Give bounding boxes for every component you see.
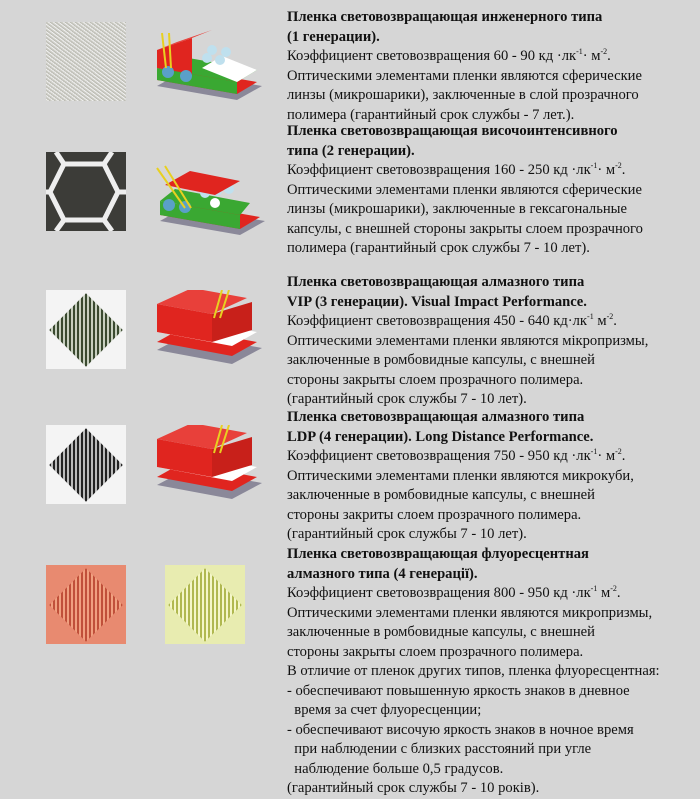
fluorescent-red-sample-image — [46, 565, 126, 644]
retroreflection-coefficient: Коэффициент световозвращения 160 - 250 к… — [287, 161, 626, 178]
microprism-diagram-vip — [157, 290, 262, 364]
body-line: стороны закрыты слоем прозрачного полиме… — [287, 643, 584, 660]
bullet-line: наблюдение больше 0,5 градусов. — [287, 760, 504, 777]
retroreflection-coefficient: Коэффициент световозвращения 450 - 640 к… — [287, 312, 617, 329]
ldp-description: Пленка световозвращающая алмазного типа … — [287, 408, 697, 545]
block-title: Пленка световозвращающая инженерного тип… — [287, 9, 603, 25]
retroreflection-coefficient: Коэффициент световозвращения 800 - 950 к… — [287, 584, 621, 601]
body-line: линзы (микрошарики), заключенные в гекса… — [287, 201, 627, 217]
body-line: заключенные в ромбовидные капсулы, с вне… — [287, 487, 595, 503]
block-title: Пленка световозвращающая височоинтенсивн… — [287, 123, 618, 139]
engineering-grade-sample-image — [46, 22, 126, 101]
block-title: LDP (4 генерации). Long Distance Perform… — [287, 428, 594, 445]
bead-layer-diagram-2 — [156, 165, 265, 235]
body-line: заключенные в ромбовидные капсулы, с вне… — [287, 352, 595, 368]
body-line: капсулы, с внешней стороны закрыты слоем… — [287, 220, 643, 237]
body-line: стороны закрыты слоем прозрачного полиме… — [287, 371, 584, 388]
bead-layer-diagram-1 — [157, 30, 262, 100]
body-line: Оптическими элементами пленки являются м… — [287, 332, 649, 349]
high-intensity-description: Пленка световозвращающая височоинтенсивн… — [287, 122, 697, 259]
body-line: Оптическими элементами пленки являются м… — [287, 604, 653, 621]
body-line: (гарантийный срок службы 7 - 10 років). — [287, 780, 540, 796]
body-line: стороны закриты слоем прозрачного полиме… — [287, 506, 582, 523]
engineering-grade-description: Пленка световозвращающая инженерного тип… — [287, 8, 697, 125]
body-line: линзы (микрошарики), заключенные в слой … — [287, 87, 639, 103]
block-title: типа (2 генерации). — [287, 142, 415, 159]
block-title: алмазного типа (4 генерації). — [287, 565, 478, 582]
body-line: В отличие от пленок других типов, пленка… — [287, 663, 660, 679]
body-line: (гарантийный срок службы 7 - 10 лет). — [287, 526, 527, 542]
bullet-line: - обеспечивают повышенную яркость знаков… — [287, 682, 630, 699]
body-line: полимера (гарантийный срок службы - 7 ле… — [287, 106, 575, 123]
bullet-line: - обеспечивают височую яркость знаков в … — [287, 721, 634, 738]
body-line: Оптическими элементами пленки являются м… — [287, 467, 634, 484]
vip-description: Пленка световозвращающая алмазного типа … — [287, 273, 697, 410]
microprism-diagram-ldp — [157, 425, 262, 499]
fluorescent-yellow-sample-image — [165, 565, 245, 644]
retroreflection-coefficient: Коэффициент световозвращения 60 - 90 кд … — [287, 47, 611, 64]
block-title: Пленка световозвращающая алмазного типа — [287, 409, 585, 425]
fluorescent-description: Пленка световозвращающая флуоресцентная … — [287, 545, 697, 799]
bullet-line: время за счет флуоресценции; — [287, 702, 482, 718]
body-line: Оптическими элементами пленки являются с… — [287, 67, 642, 84]
body-line: заключенные в ромбовидные капсулы, с вне… — [287, 624, 595, 640]
ldp-sample-image — [46, 425, 126, 504]
body-line: (гарантийный срок службы 7 - 10 лет). — [287, 391, 527, 407]
retroreflection-coefficient: Коэффициент световозвращения 750 - 950 к… — [287, 447, 626, 464]
body-line: Оптическими элементами пленки являются с… — [287, 181, 642, 198]
block-title: Пленка световозвращающая алмазного типа — [287, 274, 585, 290]
block-title: VIP (3 генерации). Visual Impact Perform… — [287, 293, 587, 310]
vip-sample-image — [46, 290, 126, 369]
bullet-line: при наблюдении с близких расстояний при … — [287, 741, 592, 757]
body-line: полимера (гарантийный срок службы 7 - 10… — [287, 240, 590, 256]
high-intensity-sample-image — [46, 152, 126, 231]
block-title: (1 генерации). — [287, 28, 380, 45]
block-title: Пленка световозвращающая флуоресцентная — [287, 546, 589, 562]
